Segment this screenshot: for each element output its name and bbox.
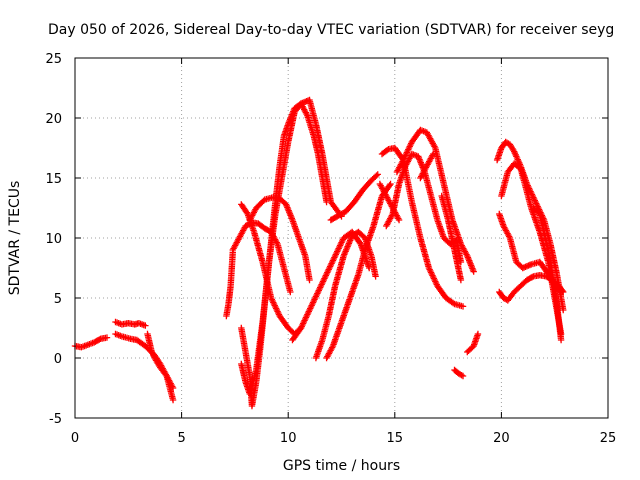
data-point: [149, 351, 157, 358]
data-point: [374, 171, 381, 178]
x-tick-label: 20: [493, 431, 510, 446]
series-track-c: [112, 330, 177, 392]
series-track-v: [451, 366, 467, 380]
series-track-e: [223, 249, 236, 320]
series-track-l: [312, 228, 379, 362]
series-track-b: [112, 318, 149, 329]
y-tick-label: 5: [54, 292, 62, 307]
axis-ticks: 0 5 10 15 20 25 -5 0 5 10 15 20 25: [45, 52, 616, 446]
data-point: [459, 303, 467, 310]
data-point: [103, 334, 111, 341]
data-point: [169, 396, 177, 404]
series-track-s: [417, 150, 437, 182]
data-points: [71, 96, 567, 410]
y-tick-label: -5: [49, 412, 62, 427]
data-point: [383, 146, 391, 154]
x-tick-label: 0: [71, 431, 79, 446]
data-point: [557, 336, 565, 344]
y-tick-label: 25: [45, 52, 62, 67]
x-axis-label: GPS time / hours: [283, 458, 400, 474]
data-point: [528, 273, 536, 281]
data-point: [372, 273, 379, 280]
x-tick-label: 15: [387, 431, 404, 446]
data-point: [142, 322, 149, 329]
y-tick-label: 10: [45, 232, 62, 247]
data-point: [387, 180, 394, 188]
data-point: [150, 353, 158, 360]
x-tick-label: 25: [600, 431, 617, 446]
data-point: [151, 354, 158, 361]
y-axis-label: SDTVAR / TECUs: [7, 181, 23, 296]
data-point: [560, 306, 567, 314]
series-track-aa: [530, 204, 565, 344]
series-track-i: [246, 194, 313, 284]
chart-title: Day 050 of 2026, Sidereal Day-to-day VTE…: [48, 22, 614, 38]
data-point: [560, 288, 567, 296]
data-point: [287, 288, 294, 296]
y-tick-label: 20: [45, 112, 62, 127]
data-point: [449, 299, 457, 307]
series-track-h: [238, 201, 305, 338]
data-point: [149, 350, 156, 357]
series-track-u: [464, 330, 482, 356]
data-point: [457, 276, 465, 284]
series-track-j: [229, 219, 294, 296]
data-point: [306, 276, 313, 284]
data-point: [559, 287, 566, 294]
x-tick-label: 5: [177, 431, 185, 446]
series-track-d: [144, 330, 177, 404]
data-point: [474, 330, 482, 338]
data-point: [459, 372, 467, 380]
data-point: [458, 372, 465, 379]
data-point: [96, 336, 103, 343]
series-track-t: [438, 192, 465, 284]
y-tick-label: 15: [45, 172, 62, 187]
data-point: [470, 268, 477, 275]
data-point: [386, 182, 393, 189]
series-track-a: [71, 334, 111, 351]
x-tick-label: 10: [280, 431, 297, 446]
series-track-n: [327, 171, 381, 224]
data-point: [429, 150, 437, 158]
data-point: [395, 216, 403, 224]
data-point: [373, 172, 380, 179]
data-point: [148, 348, 155, 356]
y-tick-label: 0: [54, 352, 62, 367]
